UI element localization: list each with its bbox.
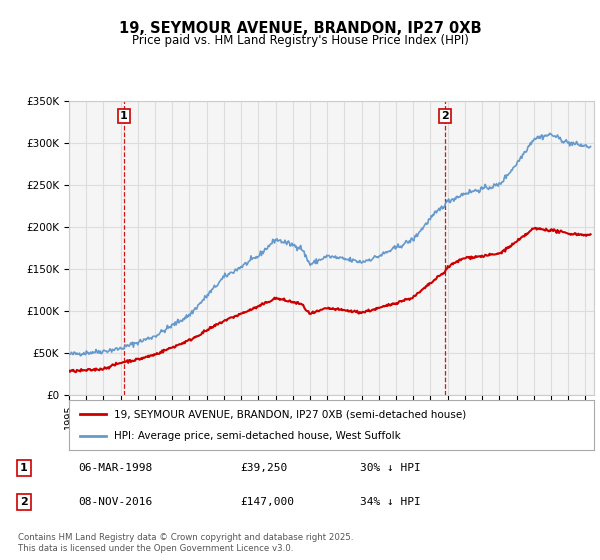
Text: HPI: Average price, semi-detached house, West Suffolk: HPI: Average price, semi-detached house,…: [113, 431, 400, 441]
Text: £39,250: £39,250: [240, 463, 287, 473]
Text: 19, SEYMOUR AVENUE, BRANDON, IP27 0XB (semi-detached house): 19, SEYMOUR AVENUE, BRANDON, IP27 0XB (s…: [113, 409, 466, 419]
Text: 06-MAR-1998: 06-MAR-1998: [78, 463, 152, 473]
Text: 2: 2: [442, 111, 449, 121]
Text: Price paid vs. HM Land Registry's House Price Index (HPI): Price paid vs. HM Land Registry's House …: [131, 34, 469, 46]
Text: Contains HM Land Registry data © Crown copyright and database right 2025.
This d: Contains HM Land Registry data © Crown c…: [18, 533, 353, 553]
Text: 34% ↓ HPI: 34% ↓ HPI: [360, 497, 421, 507]
Text: £147,000: £147,000: [240, 497, 294, 507]
Text: 19, SEYMOUR AVENUE, BRANDON, IP27 0XB: 19, SEYMOUR AVENUE, BRANDON, IP27 0XB: [119, 21, 481, 36]
Text: 1: 1: [120, 111, 128, 121]
Text: 08-NOV-2016: 08-NOV-2016: [78, 497, 152, 507]
Text: 30% ↓ HPI: 30% ↓ HPI: [360, 463, 421, 473]
Text: 2: 2: [20, 497, 28, 507]
Text: 1: 1: [20, 463, 28, 473]
